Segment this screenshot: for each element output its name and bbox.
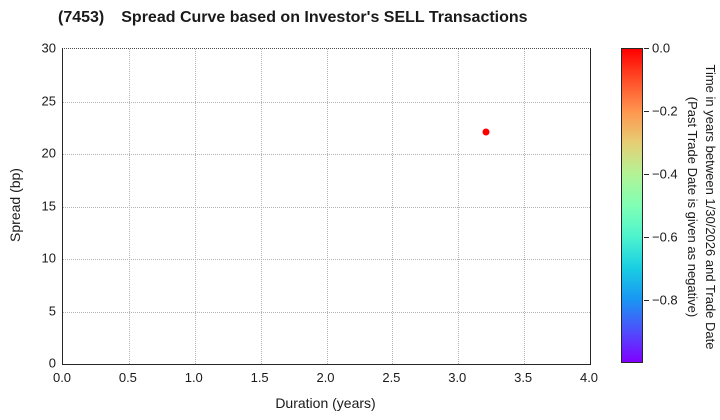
- colorbar-tick: [644, 174, 649, 175]
- x-tick-label: 2.0: [316, 370, 335, 385]
- chart-title: (7453) Spread Curve based on Investor's …: [58, 9, 528, 27]
- colorbar-label-line1: Time in years between 1/30/2026 and Trad…: [703, 64, 718, 350]
- x-tick-label: 1.0: [184, 370, 203, 385]
- colorbar-tick-label: −0.2: [652, 103, 678, 119]
- x-tick-label: 3.5: [514, 370, 533, 385]
- chart-title-code: (7453): [58, 9, 105, 26]
- gridline-horizontal: [63, 101, 590, 103]
- x-axis-label: Duration (years): [275, 395, 376, 411]
- y-tick-label: 0: [48, 355, 56, 371]
- y-tick-label: 10: [41, 250, 56, 266]
- colorbar-tick-label: −0.6: [652, 229, 678, 245]
- y-tick-label: 30: [41, 40, 56, 56]
- y-tick-label: 15: [41, 198, 56, 213]
- gridline-horizontal: [63, 259, 590, 260]
- colorbar-tick-label: −0.8: [652, 292, 678, 308]
- scatter-data-point: [482, 128, 490, 136]
- y-tick-label: 5: [48, 303, 56, 318]
- colorbar-tick-label: −0.4: [652, 166, 678, 182]
- colorbar-tick-label: 0.0: [652, 40, 671, 56]
- x-tick-label: 2.5: [382, 370, 401, 385]
- y-tick-label: 25: [41, 93, 56, 108]
- gridline-horizontal: [63, 206, 590, 208]
- colorbar-tick: [644, 111, 649, 112]
- colorbar-label-line2: (Past Trade Date is given as negative): [685, 96, 700, 318]
- chart-title-text: Spread Curve based on Investor's SELL Tr…: [121, 9, 528, 26]
- plot-area: [62, 48, 591, 365]
- colorbar-tick: [644, 48, 649, 49]
- colorbar-axis-label: Time in years between 1/30/2026 and Trad…: [683, 47, 719, 367]
- x-tick-label: 0.5: [118, 370, 137, 385]
- colorbar-tick: [644, 237, 649, 238]
- x-tick-label: 1.5: [250, 370, 269, 385]
- colorbar: [621, 48, 643, 363]
- x-tick-label: 0.0: [52, 370, 72, 385]
- x-tick-label: 3.0: [448, 370, 467, 385]
- x-tick-label: 4.0: [579, 370, 599, 385]
- colorbar-tick: [644, 300, 649, 301]
- gridline-horizontal: [63, 311, 590, 313]
- y-tick-label: 20: [41, 145, 56, 161]
- gridline-horizontal: [63, 154, 590, 155]
